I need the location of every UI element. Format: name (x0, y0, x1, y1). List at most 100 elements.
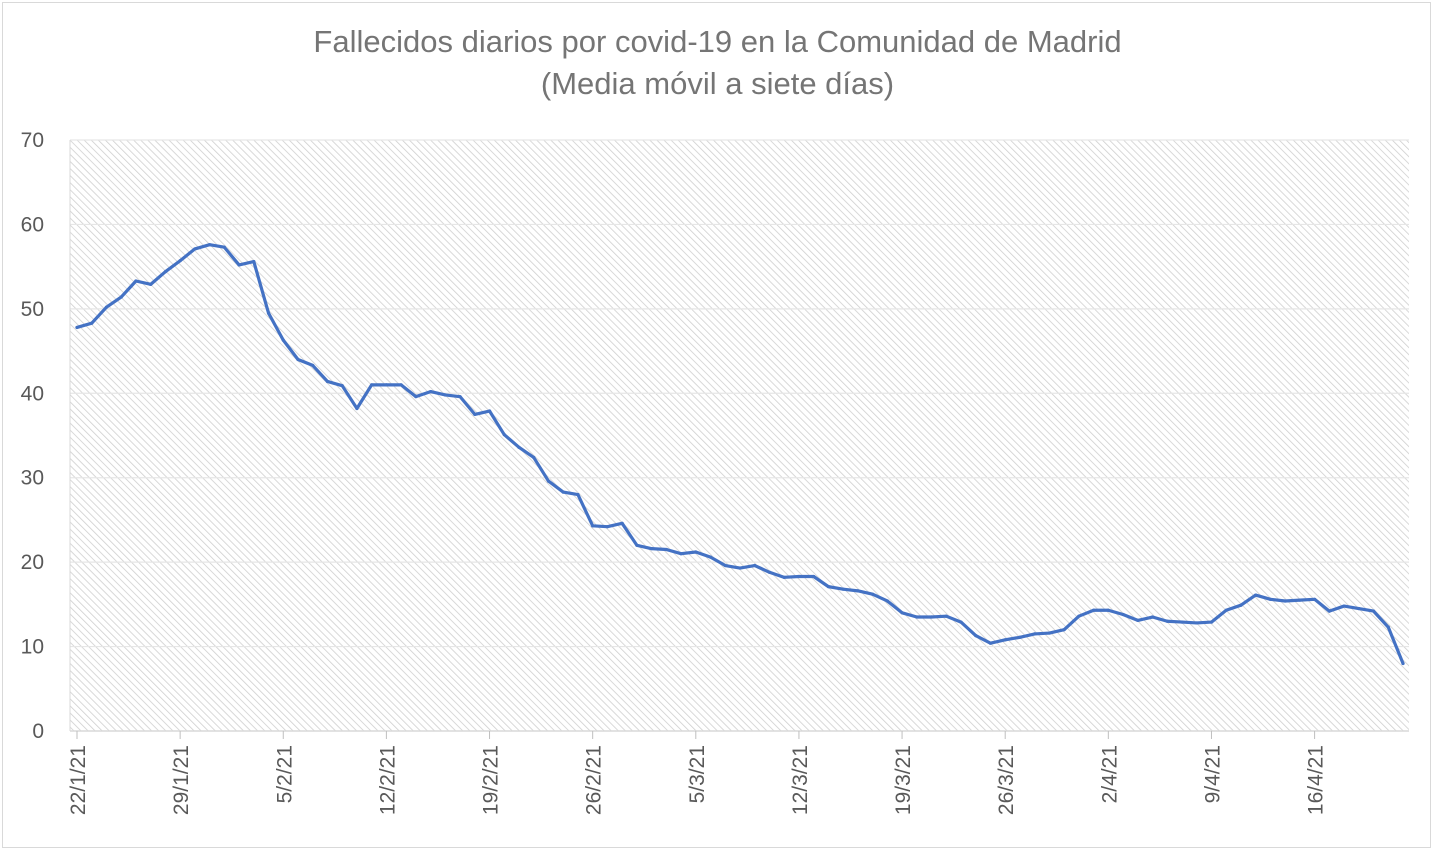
data-point (178, 259, 182, 263)
data-point (1062, 628, 1066, 632)
data-point (635, 543, 639, 547)
data-point (576, 493, 580, 497)
data-point (1092, 608, 1096, 612)
data-point (193, 247, 197, 251)
y-tick-label: 50 (21, 298, 44, 321)
data-point (1313, 597, 1317, 601)
data-point (885, 599, 889, 603)
data-point (119, 295, 123, 299)
data-point (723, 563, 727, 568)
plot-area (70, 140, 1409, 731)
y-tick-label: 10 (21, 636, 44, 659)
data-point (856, 589, 860, 593)
data-point (1254, 593, 1258, 597)
data-point (252, 259, 256, 264)
data-point (1180, 620, 1184, 624)
data-point (900, 611, 904, 615)
data-point (266, 311, 271, 315)
data-point (1136, 618, 1140, 622)
data-point (1077, 614, 1081, 618)
data-point (1224, 608, 1228, 612)
data-point (812, 574, 816, 579)
data-point (443, 393, 447, 397)
data-point (473, 412, 477, 416)
data-point (1150, 615, 1155, 619)
data-point (1106, 608, 1110, 612)
data-point (738, 566, 742, 570)
data-point (871, 592, 875, 596)
data-point (222, 245, 226, 249)
data-point (959, 620, 963, 624)
x-tick-label: 5/3/21 (686, 745, 709, 803)
x-tick-label: 26/2/21 (583, 745, 606, 815)
data-point (517, 445, 521, 449)
data-point (650, 547, 654, 551)
data-point (429, 389, 433, 394)
data-point (591, 524, 595, 528)
data-point (826, 585, 831, 589)
data-point (90, 321, 94, 325)
y-tick-label: 30 (21, 467, 44, 490)
x-tick-label: 2/4/21 (1098, 745, 1121, 803)
data-point (1121, 612, 1125, 617)
data-point (694, 550, 698, 554)
data-point (797, 574, 801, 579)
data-point (1342, 604, 1346, 608)
data-point (929, 615, 934, 619)
data-point (296, 357, 300, 362)
data-point (134, 279, 138, 283)
data-point (944, 614, 948, 618)
data-point (340, 384, 344, 388)
data-point (1371, 609, 1376, 613)
data-point (458, 395, 462, 399)
y-tick-label: 70 (21, 129, 44, 152)
x-tick-label: 29/1/21 (170, 745, 193, 815)
data-point (1047, 631, 1051, 635)
data-point (414, 395, 418, 399)
chart-subtitle: (Media móvil a siete días) (540, 66, 895, 101)
data-point (1209, 620, 1214, 624)
data-point (1018, 635, 1022, 639)
data-point (163, 270, 167, 274)
data-point (988, 641, 993, 645)
data-point (1268, 597, 1272, 601)
y-tick-label: 60 (21, 213, 44, 236)
data-point (561, 490, 565, 494)
data-point (325, 379, 330, 384)
x-tick-label: 12/3/21 (789, 745, 812, 815)
x-tick-label: 9/4/21 (1201, 745, 1224, 803)
data-point (384, 383, 388, 387)
x-tick-label: 22/1/21 (67, 745, 90, 815)
y-tick-label: 0 (32, 720, 44, 743)
data-point (532, 455, 536, 460)
data-point (75, 325, 79, 330)
data-point (370, 383, 374, 387)
data-point (974, 633, 978, 638)
data-point (237, 263, 241, 267)
y-tick-label: 20 (21, 551, 44, 574)
data-point (767, 570, 772, 574)
data-point (399, 383, 403, 387)
data-point (208, 243, 212, 247)
data-point (915, 615, 919, 619)
chart-title: Fallecidos diarios por covid-19 en la Co… (313, 24, 1122, 59)
data-point (782, 575, 786, 579)
data-point (1357, 606, 1361, 611)
x-tick-label: 16/4/21 (1305, 745, 1328, 815)
data-point (1386, 625, 1390, 629)
x-tick-label: 26/3/21 (995, 745, 1018, 815)
data-point (355, 406, 359, 411)
data-point (149, 282, 153, 286)
data-point (1401, 661, 1405, 666)
data-point (104, 305, 109, 309)
data-point (1239, 603, 1243, 607)
data-point (1298, 598, 1302, 602)
data-point (841, 587, 845, 591)
data-point (281, 338, 285, 342)
data-point (487, 409, 492, 413)
data-point (311, 363, 315, 368)
y-tick-label: 40 (21, 382, 44, 405)
data-point (1003, 638, 1007, 642)
data-point (679, 552, 683, 556)
